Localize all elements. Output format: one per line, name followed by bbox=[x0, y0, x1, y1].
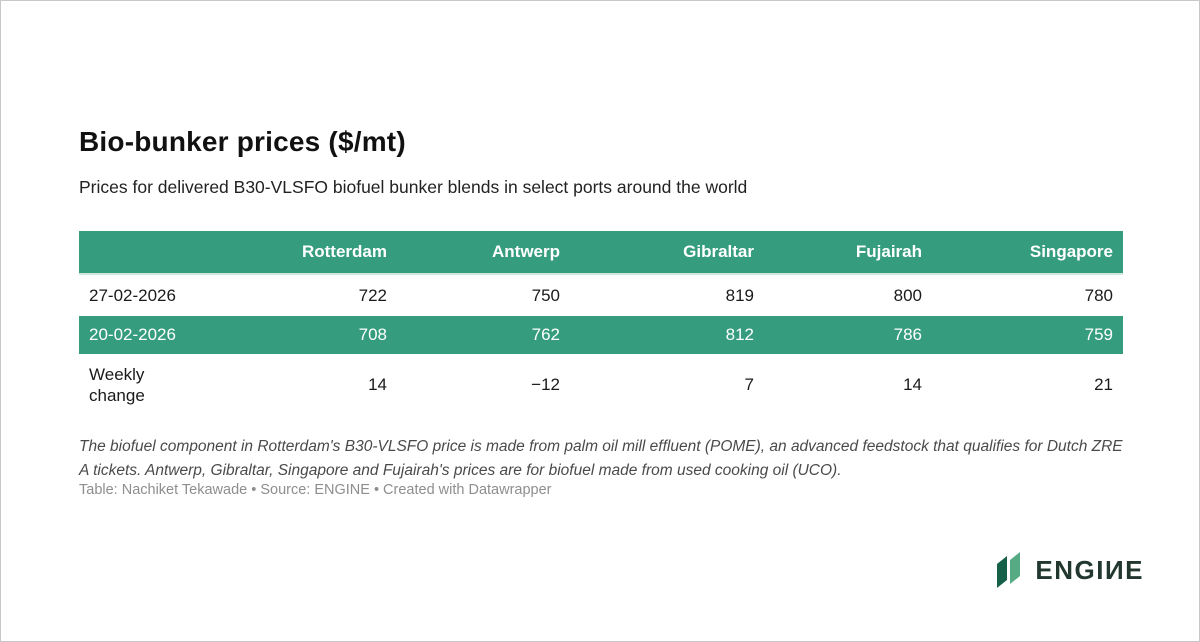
header-cell: Fujairah bbox=[754, 231, 922, 274]
value-cell: 762 bbox=[387, 316, 560, 354]
table-row: 27-02-2026 722 750 819 800 780 bbox=[79, 272, 1123, 317]
row-label-cell: 27-02-2026 bbox=[79, 272, 189, 317]
value-cell: 14 bbox=[368, 374, 387, 394]
credits-line: Table: Nachiket Tekawade • Source: ENGIN… bbox=[79, 482, 552, 498]
table-footnote: The biofuel component in Rotterdam's B30… bbox=[79, 438, 1123, 480]
value-cell: 750 bbox=[387, 272, 560, 317]
value-cell: 759 bbox=[922, 316, 1123, 354]
value-cell: 708 bbox=[189, 316, 387, 354]
value-cell: 812 bbox=[560, 316, 754, 354]
chart-title: Bio-bunker prices ($/mt) bbox=[79, 126, 406, 157]
chart-subtitle: Prices for delivered B30-VLSFO biofuel b… bbox=[79, 177, 748, 197]
bio-bunker-prices-table: Rotterdam Antwerp Gibraltar Fujairah Singapo… bbox=[79, 231, 1123, 416]
table-row: Weekly change 14 −12 7 14 21 bbox=[79, 354, 1123, 417]
value-cell: −12 bbox=[531, 374, 560, 394]
engine-logo-leaf-icon bbox=[997, 552, 1021, 588]
value-cell: 7 bbox=[744, 374, 754, 394]
value-cell: 21 bbox=[1094, 374, 1113, 394]
header-cell: Singapore bbox=[922, 231, 1123, 274]
value-cell: 722 bbox=[189, 272, 387, 317]
value-cell: 14 bbox=[903, 374, 922, 394]
value-cell: 780 bbox=[922, 272, 1123, 317]
header-cell: Gibraltar bbox=[560, 231, 754, 274]
row-label-cell: 20-02-2026 bbox=[79, 316, 189, 354]
header-cell: Rotterdam bbox=[189, 231, 387, 274]
table-header-row: Rotterdam Antwerp Gibraltar Fujairah Singapo… bbox=[79, 231, 1123, 274]
engine-logo: ENGIИE bbox=[994, 550, 1144, 590]
table-row: 20-02-2026 708 762 812 786 759 bbox=[79, 316, 1123, 354]
value-cell: 786 bbox=[754, 316, 922, 354]
value-cell: 800 bbox=[754, 272, 922, 317]
value-cell: 819 bbox=[560, 272, 754, 317]
header-cell: Antwerp bbox=[387, 231, 560, 274]
header-cell-empty bbox=[79, 231, 189, 274]
engine-wordmark: ENGIИE bbox=[1035, 555, 1144, 585]
row-label-cell: Weekly change bbox=[89, 364, 145, 405]
